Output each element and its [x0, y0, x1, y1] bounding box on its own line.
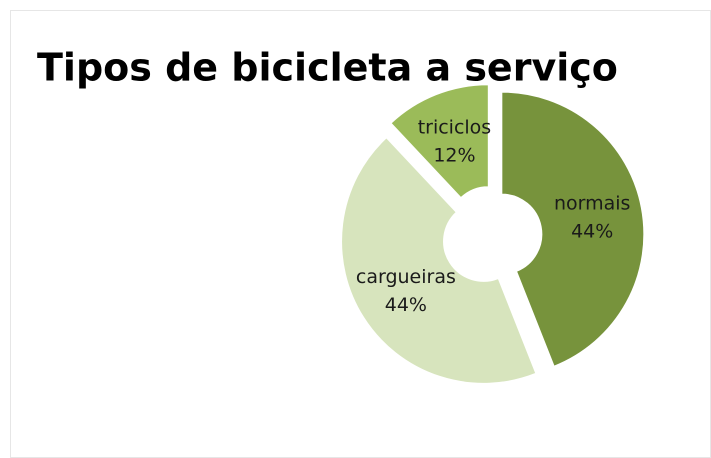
slice-label: cargueiras	[356, 266, 456, 288]
slice-value-label: 44%	[571, 220, 613, 242]
slice-value-label: 12%	[433, 145, 475, 167]
slice-label: triciclos	[418, 117, 492, 139]
donut-slice	[390, 84, 489, 199]
chart-title: Tipos de bicicleta a serviço	[37, 46, 618, 90]
slice-label: normais	[554, 192, 630, 214]
donut-slice	[501, 91, 645, 367]
donut-slice	[341, 137, 537, 384]
slice-value-label: 44%	[385, 294, 427, 316]
